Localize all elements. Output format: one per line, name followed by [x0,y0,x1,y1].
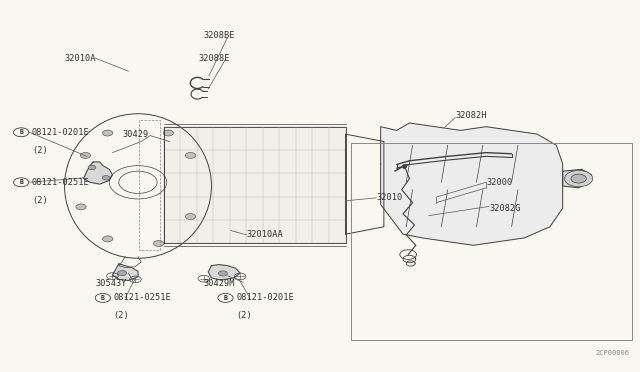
Circle shape [186,214,196,219]
Text: B: B [223,295,227,301]
Circle shape [102,236,113,242]
Text: 30543Y: 30543Y [95,279,127,288]
Text: (2): (2) [32,196,48,205]
Circle shape [118,270,127,276]
Text: 32010AA: 32010AA [246,230,284,240]
Text: 08121-0201E: 08121-0201E [236,294,294,302]
Text: (2): (2) [114,311,129,320]
Circle shape [186,153,196,158]
Polygon shape [84,162,113,184]
Circle shape [88,165,96,170]
Circle shape [218,271,227,276]
Text: 3208BE: 3208BE [204,31,236,41]
Text: B: B [19,129,23,135]
Text: 32010A: 32010A [65,54,96,62]
Circle shape [76,204,86,210]
Polygon shape [208,264,240,280]
Circle shape [81,153,91,158]
Text: 08121-0251E: 08121-0251E [114,294,172,302]
Circle shape [102,130,113,136]
Text: 32082G: 32082G [489,204,521,213]
Circle shape [564,170,593,187]
Text: 30429: 30429 [122,129,148,139]
Circle shape [163,130,173,136]
Text: B: B [101,295,105,301]
Text: 32010: 32010 [376,193,403,202]
Text: 2CP00006: 2CP00006 [596,350,630,356]
Text: 08121-0201E: 08121-0201E [32,128,90,137]
Text: (2): (2) [236,311,252,320]
Circle shape [571,174,586,183]
Bar [351,143,632,340]
Text: 30429M: 30429M [204,279,236,288]
Circle shape [102,176,110,180]
Text: 08121-0251E: 08121-0251E [32,178,90,187]
Text: B: B [19,179,23,185]
Text: (2): (2) [32,145,48,154]
Polygon shape [113,264,138,280]
Polygon shape [381,123,563,245]
Circle shape [154,241,164,246]
Polygon shape [563,169,591,188]
Text: 32082H: 32082H [456,111,487,120]
Text: 32088E: 32088E [198,54,230,62]
Polygon shape [164,127,346,243]
Text: 32000: 32000 [486,178,512,187]
